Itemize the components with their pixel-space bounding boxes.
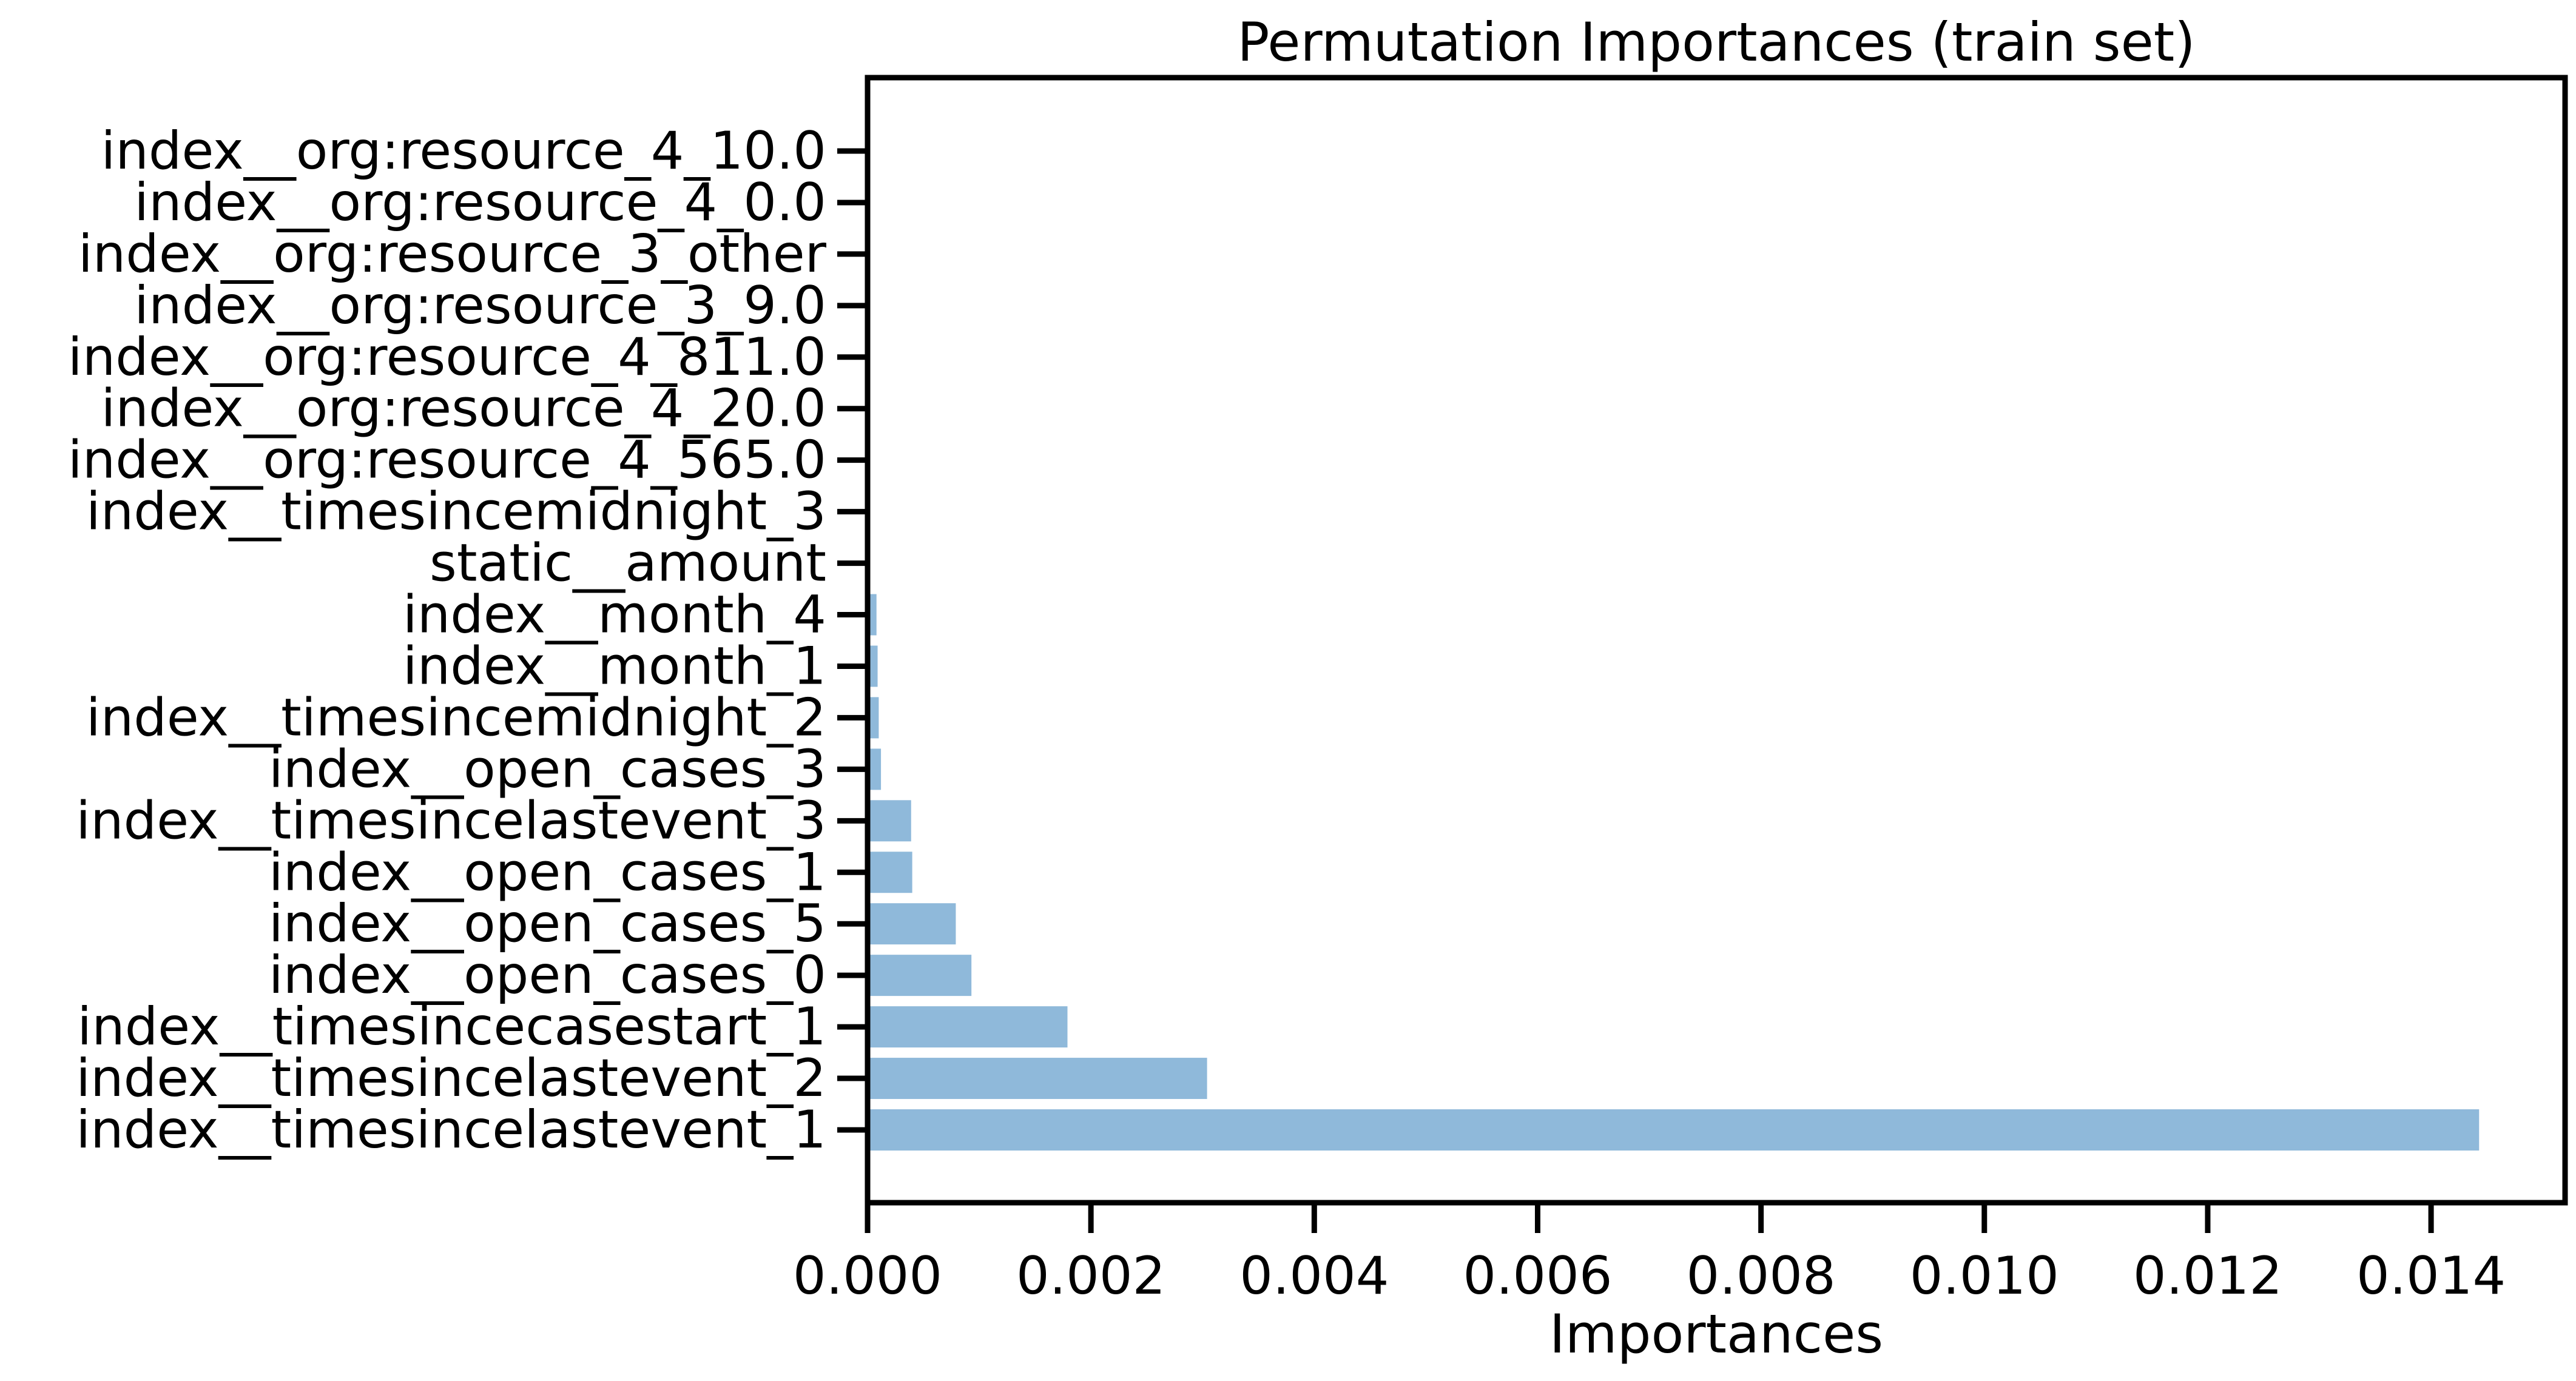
x-tick-label: 0.010 [1910, 1246, 2059, 1306]
y-tick-label: index__org:resource_4_0.0 [134, 172, 826, 233]
y-tick-label: index__timesincecasestart_1 [77, 996, 826, 1057]
y-tick-label: index__org:resource_4_20.0 [101, 378, 826, 439]
y-ticks-group: index__org:resource_4_10.0index__org:res… [68, 121, 868, 1160]
x-tick-label: 0.002 [1016, 1246, 1165, 1306]
y-tick-label: index__org:resource_3_9.0 [134, 275, 826, 336]
y-tick-label: index__timesincelastevent_1 [76, 1100, 826, 1160]
x-tick-label: 0.006 [1463, 1246, 1612, 1306]
bar [868, 1109, 2480, 1151]
bar [868, 903, 956, 945]
y-tick-label: index__open_cases_1 [269, 842, 826, 902]
y-tick-label: index__open_cases_0 [269, 945, 826, 1006]
bar [868, 800, 911, 842]
y-tick-label: index__open_cases_3 [269, 739, 826, 799]
plot-frame [865, 75, 2568, 1206]
bar [868, 955, 972, 996]
y-tick-label: index__org:resource_3_other [78, 224, 827, 284]
bar [868, 852, 912, 893]
y-tick-label: static__amount [430, 533, 826, 594]
x-tick-label: 0.008 [1687, 1246, 1836, 1306]
y-tick-label: index__timesincelastevent_2 [76, 1048, 826, 1109]
x-ticks-group: 0.000 0.002 0.004 0.006 0.008 0.010 0.012 0.014 [793, 1203, 2506, 1306]
y-tick-label: index__org:resource_4_10.0 [101, 121, 826, 181]
x-tick-label: 0.004 [1239, 1246, 1389, 1306]
x-axis-label: Importances [1549, 1303, 1883, 1365]
y-tick-label: index__timesincelastevent_3 [76, 790, 826, 851]
bar [868, 748, 882, 790]
y-tick-label: index__org:resource_4_811.0 [68, 327, 826, 388]
x-tick-label: 0.000 [793, 1246, 942, 1306]
y-tick-label: index__open_cases_5 [269, 893, 826, 954]
x-tick-label: 0.012 [2133, 1246, 2282, 1306]
chart-title: Permutation Importances (train set) [1237, 11, 2195, 73]
bars-group [868, 542, 2480, 1151]
y-tick-label: index__month_4 [403, 585, 826, 645]
bar [868, 1006, 1068, 1048]
x-tick-label: 0.014 [2356, 1246, 2506, 1306]
y-tick-label: index__timesincemidnight_2 [86, 687, 826, 748]
bar [868, 697, 879, 739]
y-tick-label: index__timesincemidnight_3 [86, 482, 826, 542]
y-tick-label: index__month_1 [403, 636, 826, 696]
bar [868, 1058, 1207, 1100]
y-tick-label: index__org:resource_4_565.0 [68, 430, 826, 491]
